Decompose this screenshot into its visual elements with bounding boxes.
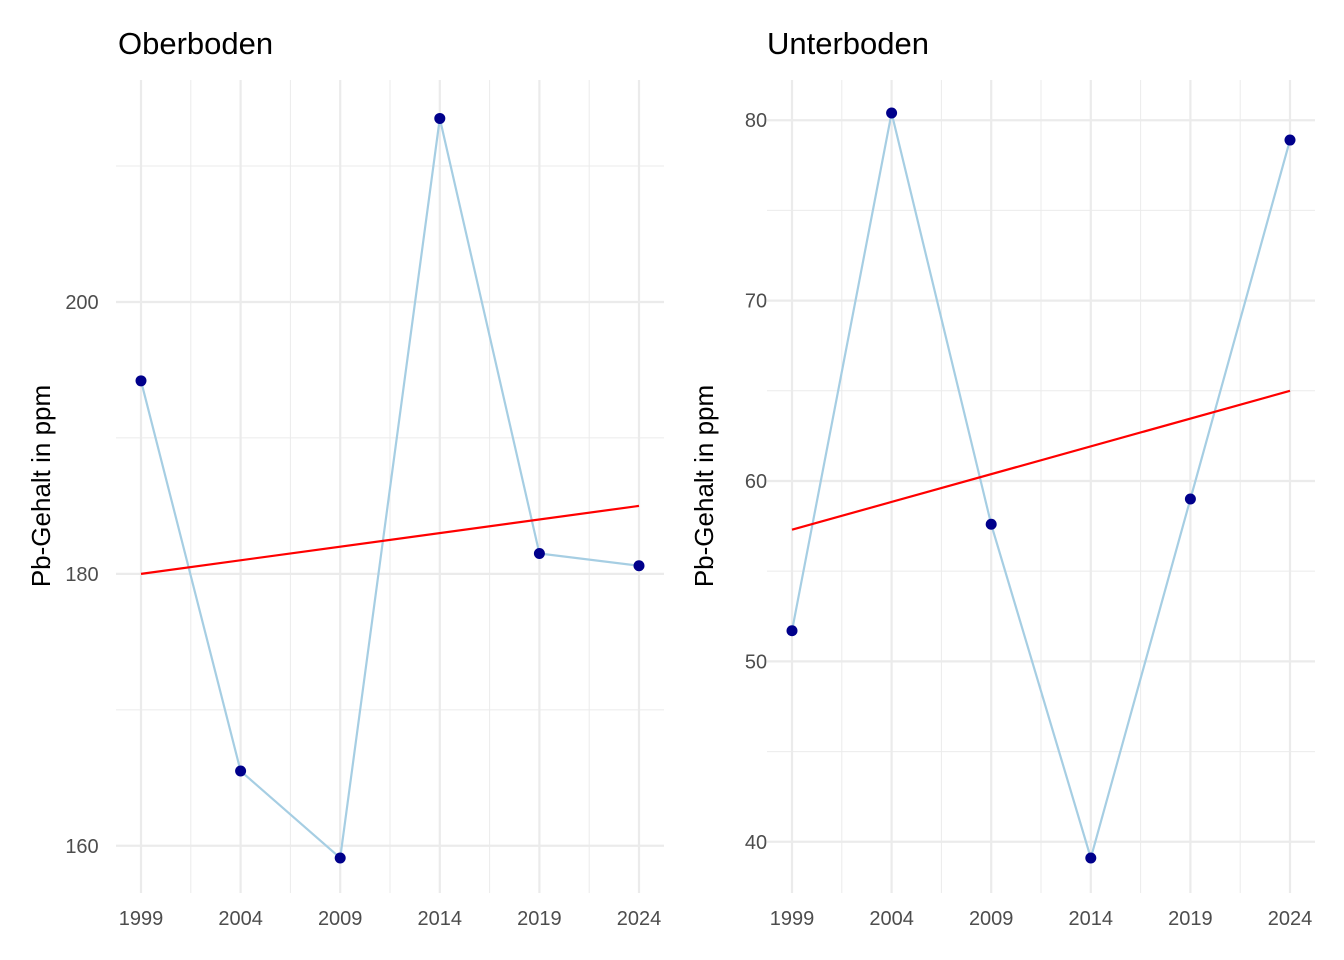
y-tick-label: 80 <box>745 110 767 132</box>
x-tick-label: 1999 <box>119 908 164 930</box>
x-tick-label: 2004 <box>218 908 263 930</box>
data-point <box>886 107 898 119</box>
x-tick-label: 2024 <box>617 908 662 930</box>
y-tick-label: 50 <box>745 651 767 673</box>
x-tick-label: 2009 <box>969 908 1014 930</box>
y-axis-title: Pb-Gehalt in ppm <box>689 385 719 587</box>
y-tick-label: 40 <box>745 832 767 854</box>
y-tick-label: 200 <box>65 292 98 314</box>
x-tick-label: 2014 <box>418 908 463 930</box>
data-point <box>1085 852 1097 864</box>
grid <box>116 80 664 893</box>
data-point <box>135 375 147 387</box>
data-point <box>633 560 645 572</box>
panel-title: Oberboden <box>118 26 273 61</box>
trend-line <box>140 504 640 575</box>
y-tick-label: 60 <box>745 471 767 493</box>
data-point <box>1184 493 1196 505</box>
x-tick-label: 2024 <box>1268 908 1313 930</box>
data-point <box>235 765 247 777</box>
data-point <box>533 547 545 559</box>
series-line <box>139 118 640 861</box>
y-tick-label: 160 <box>65 836 98 858</box>
y-tick-label: 180 <box>65 564 98 586</box>
panel-unterboden: Unterboden Pb-Gehalt in ppm 40 50 60 70 80 19… <box>689 26 1315 930</box>
x-tick-label: 2004 <box>869 908 914 930</box>
data-point <box>786 625 798 637</box>
y-axis-title: Pb-Gehalt in ppm <box>26 385 56 587</box>
data-point <box>334 852 346 864</box>
data-point <box>1284 134 1296 146</box>
grid <box>767 80 1315 893</box>
data-point <box>985 518 997 530</box>
data-point <box>434 112 446 124</box>
x-tick-label: 2009 <box>318 908 363 930</box>
panel-oberboden: Oberboden Pb-Gehalt in ppm 160 180 200 1999… <box>26 26 664 930</box>
panel-title: Unterboden <box>767 26 929 61</box>
x-tick-label: 2019 <box>1168 908 1213 930</box>
y-tick-label: 70 <box>745 291 767 313</box>
trend-line <box>791 389 1291 531</box>
x-tick-label: 2014 <box>1069 908 1114 930</box>
x-tick-label: 2019 <box>517 908 562 930</box>
x-tick-label: 1999 <box>770 908 815 930</box>
series-line <box>790 112 1292 862</box>
